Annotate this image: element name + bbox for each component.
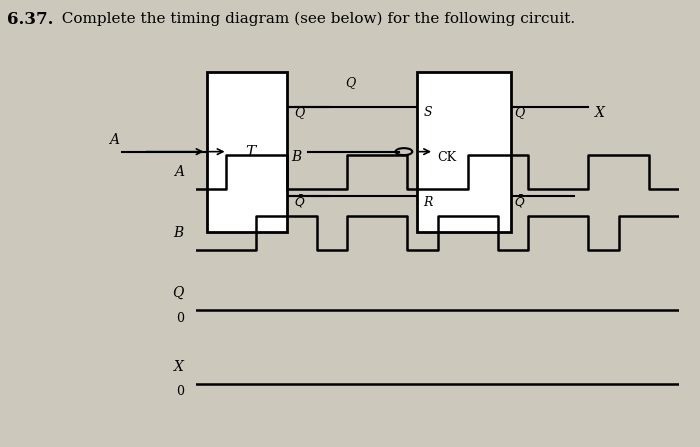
- Text: $\bar{Q}$: $\bar{Q}$: [294, 194, 305, 211]
- Bar: [416, 72, 511, 232]
- Text: Q: Q: [294, 106, 304, 119]
- Text: X: X: [595, 105, 605, 120]
- Text: Complete the timing diagram (see below) for the following circuit.: Complete the timing diagram (see below) …: [52, 11, 575, 25]
- Text: B: B: [290, 151, 301, 164]
- Text: B: B: [174, 226, 184, 240]
- Text: Q: Q: [173, 286, 184, 300]
- Text: T: T: [246, 145, 256, 159]
- Text: Q: Q: [345, 76, 355, 89]
- Text: A: A: [174, 165, 184, 179]
- Text: Q: Q: [514, 106, 525, 119]
- Text: CK: CK: [438, 151, 456, 164]
- Text: A: A: [109, 133, 119, 147]
- Text: S: S: [424, 106, 432, 119]
- Text: 0: 0: [176, 385, 184, 398]
- Text: R: R: [424, 196, 433, 209]
- Text: X: X: [174, 360, 184, 374]
- Text: 6.37.: 6.37.: [7, 11, 53, 28]
- Text: 0: 0: [176, 312, 184, 325]
- Text: $\bar{Q}$: $\bar{Q}$: [514, 194, 526, 211]
- Bar: [206, 72, 287, 232]
